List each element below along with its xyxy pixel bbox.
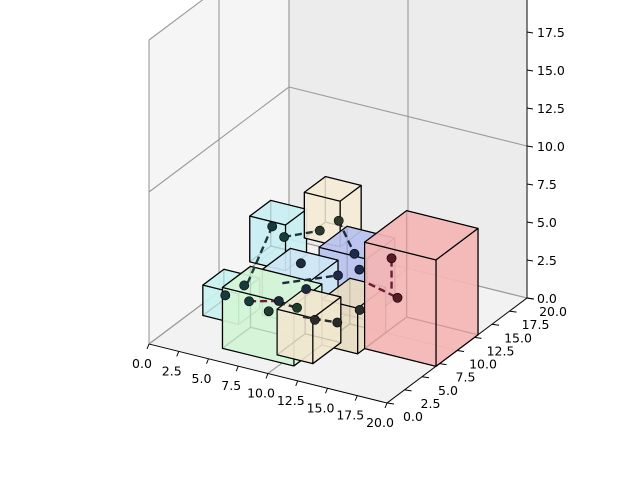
y-tick-mark: [456, 350, 465, 352]
z-tick-label: 2.5: [537, 253, 557, 268]
z-tick-mark: [526, 145, 534, 148]
x-tick-mark: [354, 395, 358, 401]
x-tick-mark: [176, 351, 180, 357]
data-marker: [295, 258, 306, 269]
x-tick-label: 15.0: [307, 400, 335, 415]
data-marker: [220, 290, 231, 301]
y-tick-label: 10.0: [469, 357, 497, 372]
y-tick-mark: [439, 363, 447, 366]
z-tick-label: 5.0: [537, 215, 557, 230]
x-tick-label: 5.0: [192, 371, 212, 386]
y-tick-mark: [509, 310, 517, 313]
data-boxes: [202, 176, 479, 367]
x-tick-mark: [235, 365, 239, 372]
data-marker: [386, 253, 397, 264]
data-marker: [314, 225, 325, 236]
z-tick-label: 12.5: [537, 101, 565, 116]
z-tick-label: 17.5: [537, 25, 565, 40]
y-tick-label: 7.5: [456, 370, 476, 385]
connector-line: [302, 315, 338, 324]
x-tick-label: 7.5: [221, 378, 241, 393]
x-tick-mark: [265, 373, 269, 379]
connector-line: [368, 282, 399, 299]
z-tick-label: 20.0: [537, 0, 565, 2]
gridline: [148, 0, 204, 41]
data-markers: [220, 215, 403, 328]
data-marker: [301, 284, 312, 294]
x-tick-label: 20.0: [366, 415, 394, 430]
data-marker: [392, 292, 403, 303]
z-tick-label: 15.0: [537, 63, 565, 78]
data-marker: [273, 296, 284, 306]
data-marker: [354, 264, 365, 275]
data-marker: [332, 317, 343, 328]
x-tick-mark: [206, 358, 209, 364]
z-tick-mark: [526, 31, 534, 34]
z-tick-mark: [526, 107, 534, 110]
y-tick-mark: [386, 402, 395, 405]
data-marker: [244, 296, 254, 307]
data-marker: [292, 302, 302, 313]
pink-box: [364, 210, 479, 367]
y-tick-label: 0.0: [403, 409, 423, 424]
y-tick-label: 17.5: [522, 317, 550, 332]
x-tick-mark: [295, 380, 299, 387]
z-tick-mark: [526, 221, 534, 224]
x-tick-mark: [325, 388, 328, 394]
data-marker: [263, 306, 274, 317]
box-face: [364, 210, 479, 261]
z-tick-label: 10.0: [537, 139, 565, 154]
x-tick-label: 2.5: [162, 363, 182, 378]
y-tick-label: 12.5: [487, 343, 515, 358]
x-tick-label: 0.0: [132, 356, 152, 371]
z-tick-mark: [526, 69, 534, 72]
z-tick-label: 7.5: [537, 177, 557, 192]
z-tick-mark: [526, 183, 534, 186]
y-tick-mark: [421, 376, 430, 379]
x-tick-mark: [384, 402, 388, 409]
data-marker: [267, 221, 278, 232]
gridline: [148, 86, 290, 193]
x-tick-mark: [146, 343, 150, 350]
data-marker: [279, 232, 289, 242]
x-tick-label: 17.5: [336, 408, 364, 423]
z-tick-mark: [526, 259, 534, 262]
x-tick-label: 12.5: [277, 393, 305, 408]
gridline: [288, 86, 528, 147]
tick-labels: 0.0 2.5 5.0 7.5 10.0 12.5 15.0 17.5 20.0 0.02.55.…: [132, 0, 567, 430]
y-tick-label: 2.5: [421, 396, 441, 411]
data-marker: [309, 314, 320, 325]
z-tick-label: 0.0: [537, 291, 557, 306]
x-tick-label: 10.0: [247, 386, 275, 401]
y-tick-label: 5.0: [438, 383, 458, 398]
y-tick-label: 15.0: [504, 330, 532, 345]
box-face: [364, 241, 437, 367]
connector-line: [283, 229, 321, 239]
data-marker: [333, 270, 343, 281]
y-tick-mark: [474, 336, 482, 339]
y-tick-mark: [491, 323, 500, 326]
y-tick-mark: [404, 389, 412, 392]
connector-line: [282, 274, 339, 285]
data-marker: [239, 280, 250, 291]
y-tick-label: 20.0: [539, 304, 567, 319]
data-marker: [333, 215, 344, 226]
box-face: [303, 176, 362, 202]
data-marker: [354, 305, 365, 315]
connector-line: [337, 220, 356, 255]
z-tick-mark: [526, 297, 534, 300]
data-marker: [349, 248, 360, 259]
